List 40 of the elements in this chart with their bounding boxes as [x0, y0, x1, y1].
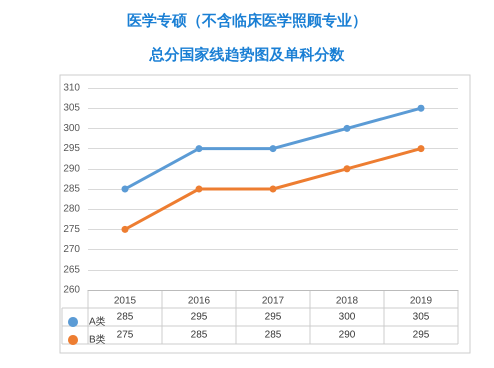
y-tick-label: 290 — [63, 163, 80, 174]
data-label: 295 — [190, 312, 208, 322]
chart-subtitle: 总分国家线趋势图及单科分数 — [148, 46, 346, 64]
chart-title: 医学专硕（不含临床医学照顾专业） — [127, 12, 367, 30]
y-tick-label: 310 — [63, 82, 80, 94]
point — [344, 124, 350, 132]
point — [122, 186, 128, 192]
point — [196, 186, 202, 192]
x-tick-label: 2016 — [188, 296, 211, 306]
legend-label: B类 — [89, 334, 106, 346]
point — [122, 226, 128, 233]
x-tick-label: 2019 — [410, 296, 433, 306]
y-tick-label: 270 — [63, 244, 80, 256]
point — [344, 165, 350, 172]
point — [196, 145, 202, 152]
y-tick-label: 265 — [63, 264, 80, 276]
point — [270, 145, 276, 152]
y-tick-label: 295 — [63, 143, 80, 154]
data-label: 305 — [412, 312, 430, 322]
legend-label: A类 — [89, 316, 106, 328]
x-tick-label: 2015 — [114, 296, 137, 306]
x-tick-label: 2018 — [336, 296, 359, 306]
y-tick-label: 260 — [63, 284, 80, 296]
data-label: 285 — [190, 330, 208, 340]
y-tick-label: 275 — [63, 224, 80, 235]
data-label: 300 — [338, 312, 356, 322]
point — [270, 186, 276, 192]
y-tick-label: 280 — [63, 204, 80, 215]
data-label: 290 — [338, 330, 356, 340]
point — [418, 145, 424, 152]
y-tick-label: 300 — [63, 122, 80, 134]
point — [418, 104, 424, 112]
data-label: 285 — [116, 312, 134, 322]
data-label: 295 — [412, 330, 430, 340]
data-label: 285 — [264, 330, 282, 340]
data-label: 275 — [116, 330, 134, 340]
data-label: 295 — [264, 312, 282, 322]
x-tick-label: 2017 — [262, 296, 285, 306]
y-tick-label: 285 — [63, 184, 80, 194]
y-tick-label: 305 — [63, 102, 80, 114]
